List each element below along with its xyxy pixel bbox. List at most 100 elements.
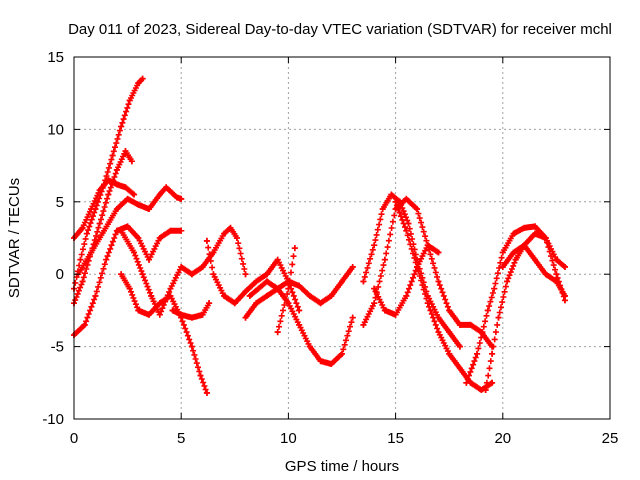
data-point (242, 271, 249, 278)
data-point (435, 314, 442, 321)
data-point (403, 227, 410, 234)
series-markers (360, 191, 463, 350)
data-point (489, 379, 496, 386)
data-point (392, 198, 399, 205)
data-point (456, 343, 463, 350)
series-arc-16 (371, 242, 442, 318)
data-point (306, 292, 313, 299)
data-point (414, 206, 421, 213)
data-point (167, 227, 174, 234)
data-point (491, 285, 498, 292)
data-point (474, 350, 481, 357)
data-point (79, 224, 86, 231)
data-point (531, 230, 538, 237)
data-point (139, 271, 146, 278)
data-point (463, 379, 470, 386)
data-point (263, 292, 270, 299)
data-point (435, 329, 442, 336)
series-arc-13 (360, 191, 463, 350)
data-point (381, 307, 388, 314)
data-point (188, 271, 195, 278)
data-point (467, 321, 474, 328)
data-point (178, 227, 185, 234)
series-arc-6 (118, 224, 249, 318)
data-point (173, 194, 180, 201)
data-point (499, 263, 506, 270)
data-point (113, 166, 120, 173)
series-layer (71, 75, 568, 396)
data-point (88, 249, 95, 256)
data-point (542, 271, 549, 278)
data-point (131, 249, 138, 256)
data-point (435, 249, 442, 256)
series-markers (118, 271, 210, 396)
data-point (242, 288, 249, 295)
data-point (403, 292, 410, 299)
data-point (124, 223, 131, 230)
data-point (542, 235, 549, 241)
data-point (210, 271, 217, 278)
x-tick-label: 25 (602, 430, 619, 447)
data-point (446, 350, 453, 357)
data-point (163, 184, 170, 191)
series-arc-7 (118, 271, 210, 396)
data-point (296, 307, 303, 314)
data-point (83, 230, 90, 237)
data-point (414, 263, 421, 270)
data-point (360, 321, 367, 328)
data-point (156, 300, 163, 307)
data-point (124, 195, 131, 202)
data-point (118, 227, 125, 234)
data-point (135, 235, 142, 241)
data-point (553, 271, 560, 278)
data-point (146, 206, 153, 213)
data-point (495, 314, 502, 321)
data-point (169, 307, 176, 314)
data-point (122, 148, 129, 155)
data-point (126, 285, 133, 292)
data-point (128, 158, 135, 165)
y-tick-label: 5 (56, 194, 64, 211)
data-point (167, 285, 174, 292)
x-axis-title: GPS time / hours (285, 458, 399, 475)
data-point (274, 329, 281, 336)
data-point (274, 285, 281, 292)
data-point (482, 387, 489, 394)
data-point (510, 249, 517, 256)
data-point (306, 343, 313, 350)
data-point (81, 321, 88, 328)
y-tick-label: -5 (51, 339, 64, 356)
series-arc-11 (242, 263, 356, 321)
data-point (122, 184, 129, 191)
data-point (242, 314, 249, 321)
data-point (167, 292, 174, 299)
series-arc-10 (246, 278, 356, 367)
data-point (199, 263, 206, 270)
data-point (339, 350, 345, 357)
data-point (206, 300, 213, 307)
data-point (233, 235, 240, 241)
data-point (203, 237, 210, 244)
data-point (118, 123, 125, 130)
data-point (381, 256, 388, 263)
data-point (113, 206, 120, 213)
data-point (446, 329, 453, 336)
data-point (88, 206, 95, 213)
data-point (146, 256, 153, 263)
data-point (499, 249, 506, 256)
x-tick-label: 10 (280, 430, 297, 447)
data-point (105, 177, 112, 184)
data-point (156, 235, 163, 241)
data-point (489, 350, 496, 357)
data-point (109, 152, 116, 159)
data-point (456, 365, 463, 372)
chart-title: Day 011 of 2023, Sidereal Day-to-day VTE… (68, 21, 612, 38)
ticks: 0 5 10 15 20 25 -10 -5 0 5 10 15 (42, 49, 618, 447)
series-arc-19 (499, 242, 568, 299)
data-point (246, 292, 253, 299)
data-point (510, 230, 517, 237)
data-point (113, 181, 120, 188)
data-point (521, 242, 528, 249)
series-arc-8 (169, 300, 213, 321)
